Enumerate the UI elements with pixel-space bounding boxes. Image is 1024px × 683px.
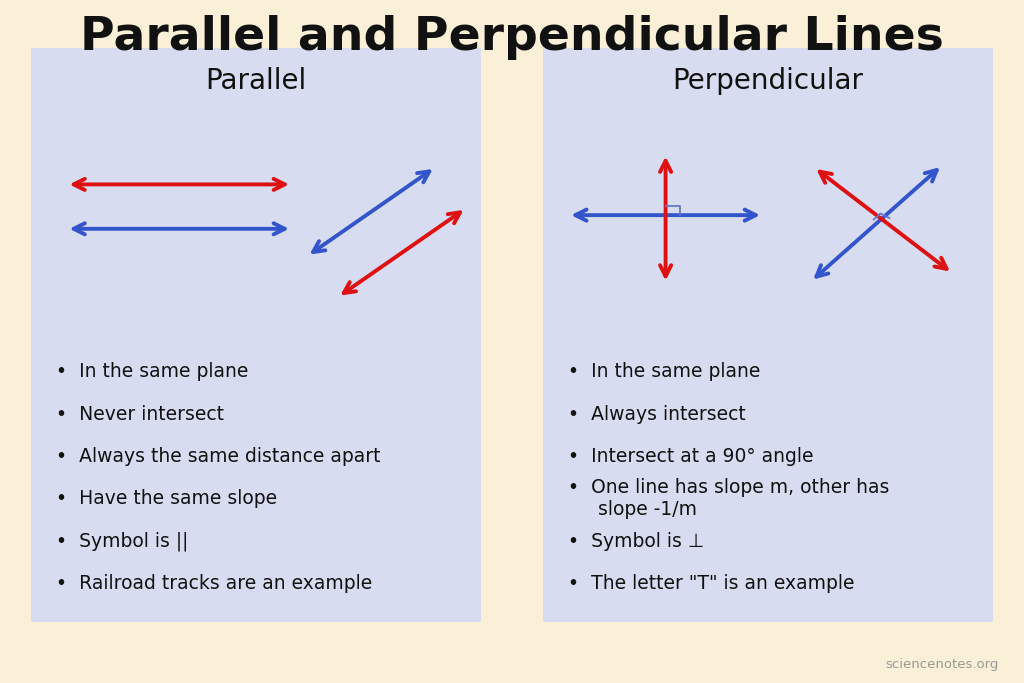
- Text: Perpendicular: Perpendicular: [673, 67, 863, 94]
- Text: •  The letter "T" is an example: • The letter "T" is an example: [568, 574, 855, 594]
- Text: •  In the same plane: • In the same plane: [56, 363, 249, 382]
- Text: •  Never intersect: • Never intersect: [56, 405, 224, 424]
- Text: Parallel and Perpendicular Lines: Parallel and Perpendicular Lines: [80, 15, 944, 60]
- Text: Parallel: Parallel: [206, 67, 306, 94]
- Text: •  In the same plane: • In the same plane: [568, 363, 761, 382]
- Text: •  Intersect at a 90° angle: • Intersect at a 90° angle: [568, 447, 814, 466]
- Bar: [543, 48, 993, 622]
- Text: •  Railroad tracks are an example: • Railroad tracks are an example: [56, 574, 373, 594]
- Text: •  Symbol is ⊥: • Symbol is ⊥: [568, 532, 705, 551]
- Bar: [31, 48, 481, 622]
- Text: •  Have the same slope: • Have the same slope: [56, 490, 278, 509]
- Text: •  Always intersect: • Always intersect: [568, 405, 746, 424]
- Text: •  One line has slope m, other has
     slope -1/m: • One line has slope m, other has slope …: [568, 479, 890, 520]
- Text: sciencenotes.org: sciencenotes.org: [885, 658, 998, 671]
- Text: •  Always the same distance apart: • Always the same distance apart: [56, 447, 381, 466]
- Text: •  Symbol is ||: • Symbol is ||: [56, 531, 188, 551]
